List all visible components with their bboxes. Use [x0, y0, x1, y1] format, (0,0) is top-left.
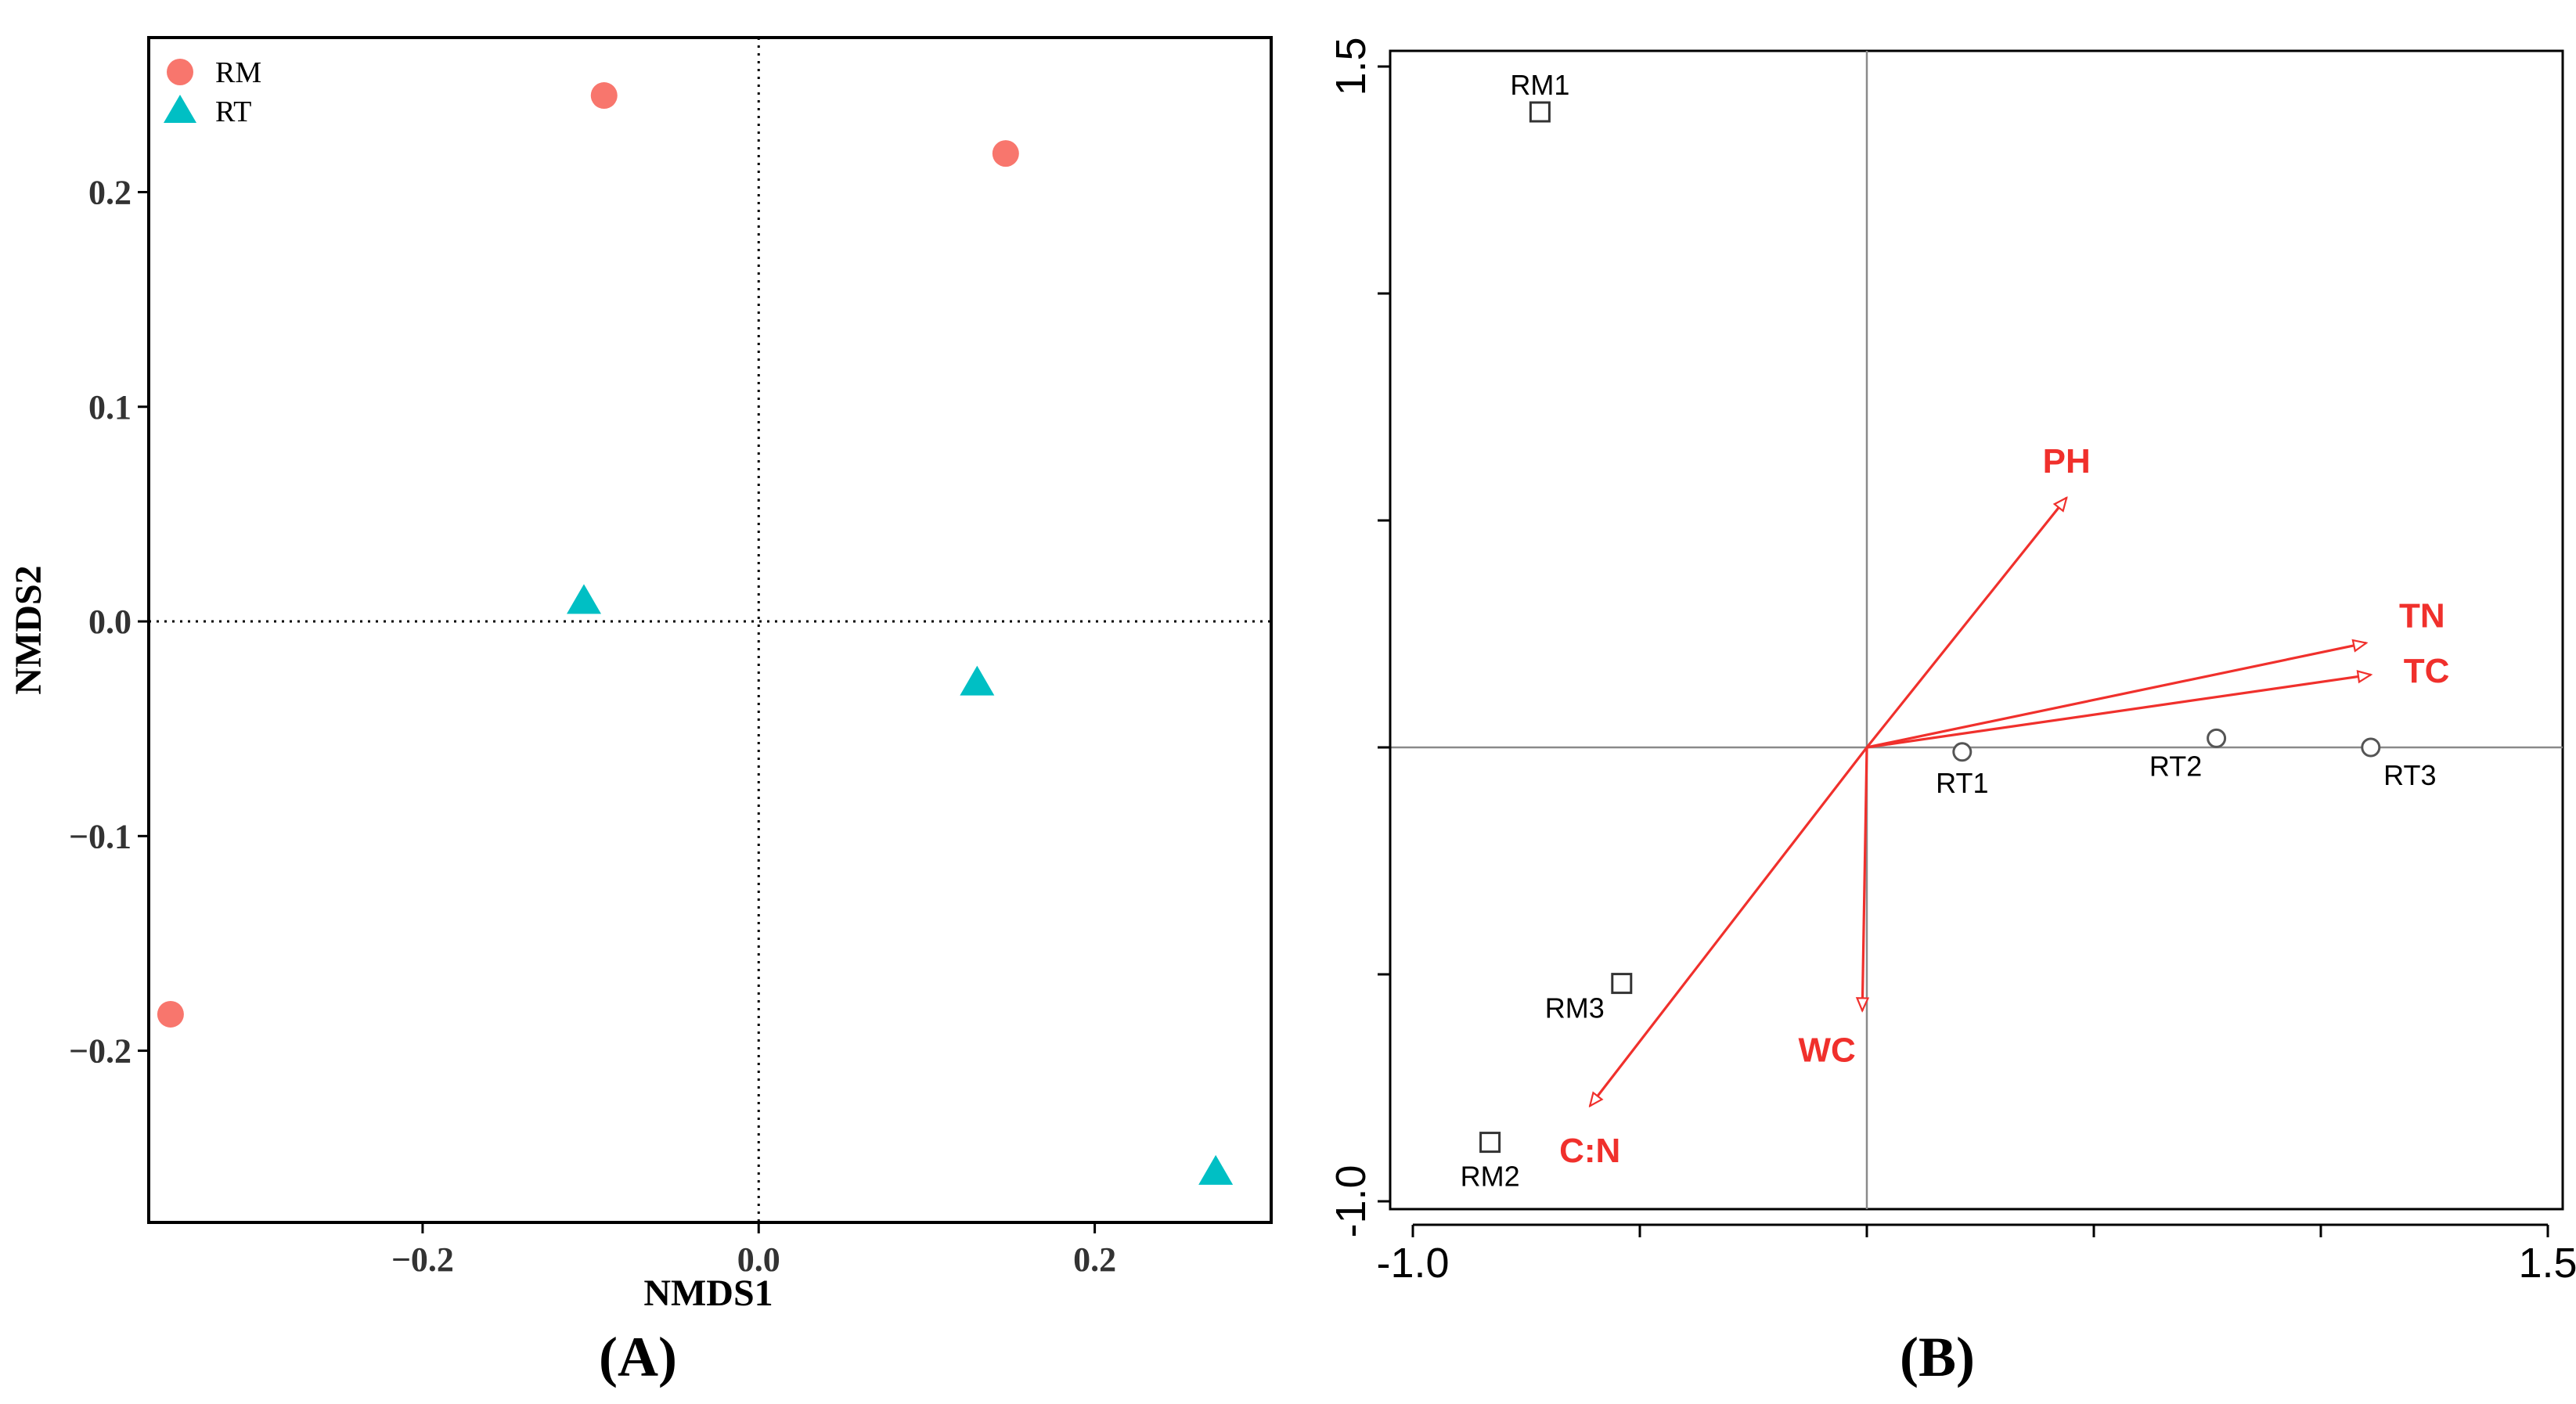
env-vector-arrow	[1590, 747, 1868, 1106]
panel-b-y-tick-label-max: 1.5	[1328, 37, 1374, 95]
panel-b-reference-lines	[1390, 51, 2563, 1209]
site-marker-circle	[2207, 728, 2227, 748]
data-point-rt	[960, 665, 995, 696]
site-label: RT2	[2149, 750, 2202, 782]
env-vector-label: TC	[2404, 652, 2450, 690]
site-label: RM2	[1461, 1161, 1520, 1193]
env-vector-arrow	[1862, 747, 1867, 1010]
legend-marker-rt	[164, 95, 196, 123]
panel-a-frame	[147, 36, 1273, 1224]
panel-a-label: (A)	[599, 1326, 677, 1388]
panel-b-sites: RM1 RM2 RM3 RT1 RT2 RT3	[1461, 69, 2437, 1193]
env-vector-arrow	[1866, 675, 2371, 749]
site-label: RM3	[1545, 992, 1605, 1024]
panel-a-y-tick-label: 0.2	[88, 173, 132, 211]
panel-b-x-tick-label-max: 1.5	[2518, 1240, 2576, 1287]
env-vector-label: TN	[2399, 597, 2445, 635]
env-vector-arrow	[1866, 643, 2366, 749]
env-vector-label: C:N	[1559, 1132, 1620, 1170]
data-point-rm	[590, 82, 618, 110]
panel-b-vectors: PH TN TC WC C:N	[1559, 442, 2449, 1170]
panel-a-y-tick-label: 0.0	[88, 603, 132, 641]
panel-a-y-axis-label: NMDS2	[8, 565, 49, 694]
env-vector-arrow	[1865, 498, 2066, 748]
panel-b-frame	[1389, 49, 2564, 1211]
site-marker-square	[1611, 973, 1633, 995]
site-marker-circle	[2361, 737, 2381, 758]
site-label: RT1	[1936, 767, 1988, 799]
data-point-rm	[992, 140, 1019, 167]
data-point-rm	[157, 1000, 184, 1028]
panel-a-x-axis-label: NMDS1	[643, 1273, 773, 1314]
site-marker-square	[1479, 1132, 1501, 1154]
site-marker-circle	[1952, 742, 1973, 762]
panel-b-x-tick-label-min: -1.0	[1376, 1240, 1449, 1287]
panel-a-legend: RM RT	[164, 56, 261, 128]
data-point-rt	[566, 584, 601, 614]
panel-b-label: (B)	[1900, 1326, 1975, 1388]
panel-a-y-tick-label: −0.2	[69, 1032, 132, 1071]
env-vector-label: WC	[1799, 1031, 1856, 1069]
site-label: RT3	[2383, 759, 2436, 791]
panel-a-y-tick-label: 0.1	[88, 388, 132, 427]
panel-a-y-tick-label: −0.1	[69, 817, 132, 855]
panel-b-y-tick-label-min: -1.0	[1328, 1165, 1374, 1237]
nmds-panel-a: −0.2 0.0 0.2 −0.2 −0.1 0.0 0.1 0.2 RM RT NMDS1 N…	[8, 36, 1273, 1388]
data-point-rt	[1198, 1154, 1234, 1185]
panel-a-points	[157, 82, 1234, 1185]
site-marker-square	[1529, 101, 1551, 123]
panel-b-ticks: -1.0 1.5 -1.0 1.5	[1328, 37, 2576, 1287]
panel-a-ticks: −0.2 0.0 0.2 −0.2 −0.1 0.0 0.1 0.2	[69, 173, 1116, 1279]
panel-a-x-tick-label: 0.2	[1073, 1240, 1116, 1279]
env-vector-label: PH	[2043, 442, 2091, 481]
site-label: RM1	[1510, 69, 1569, 101]
legend-marker-rm	[167, 59, 193, 85]
legend-label-rt: RT	[215, 95, 251, 128]
legend-label-rm: RM	[215, 56, 261, 89]
panel-a-x-tick-label: 0.0	[737, 1240, 780, 1279]
panel-a-x-tick-label: −0.2	[391, 1240, 454, 1279]
panel-a-reference-lines	[149, 38, 1271, 1222]
